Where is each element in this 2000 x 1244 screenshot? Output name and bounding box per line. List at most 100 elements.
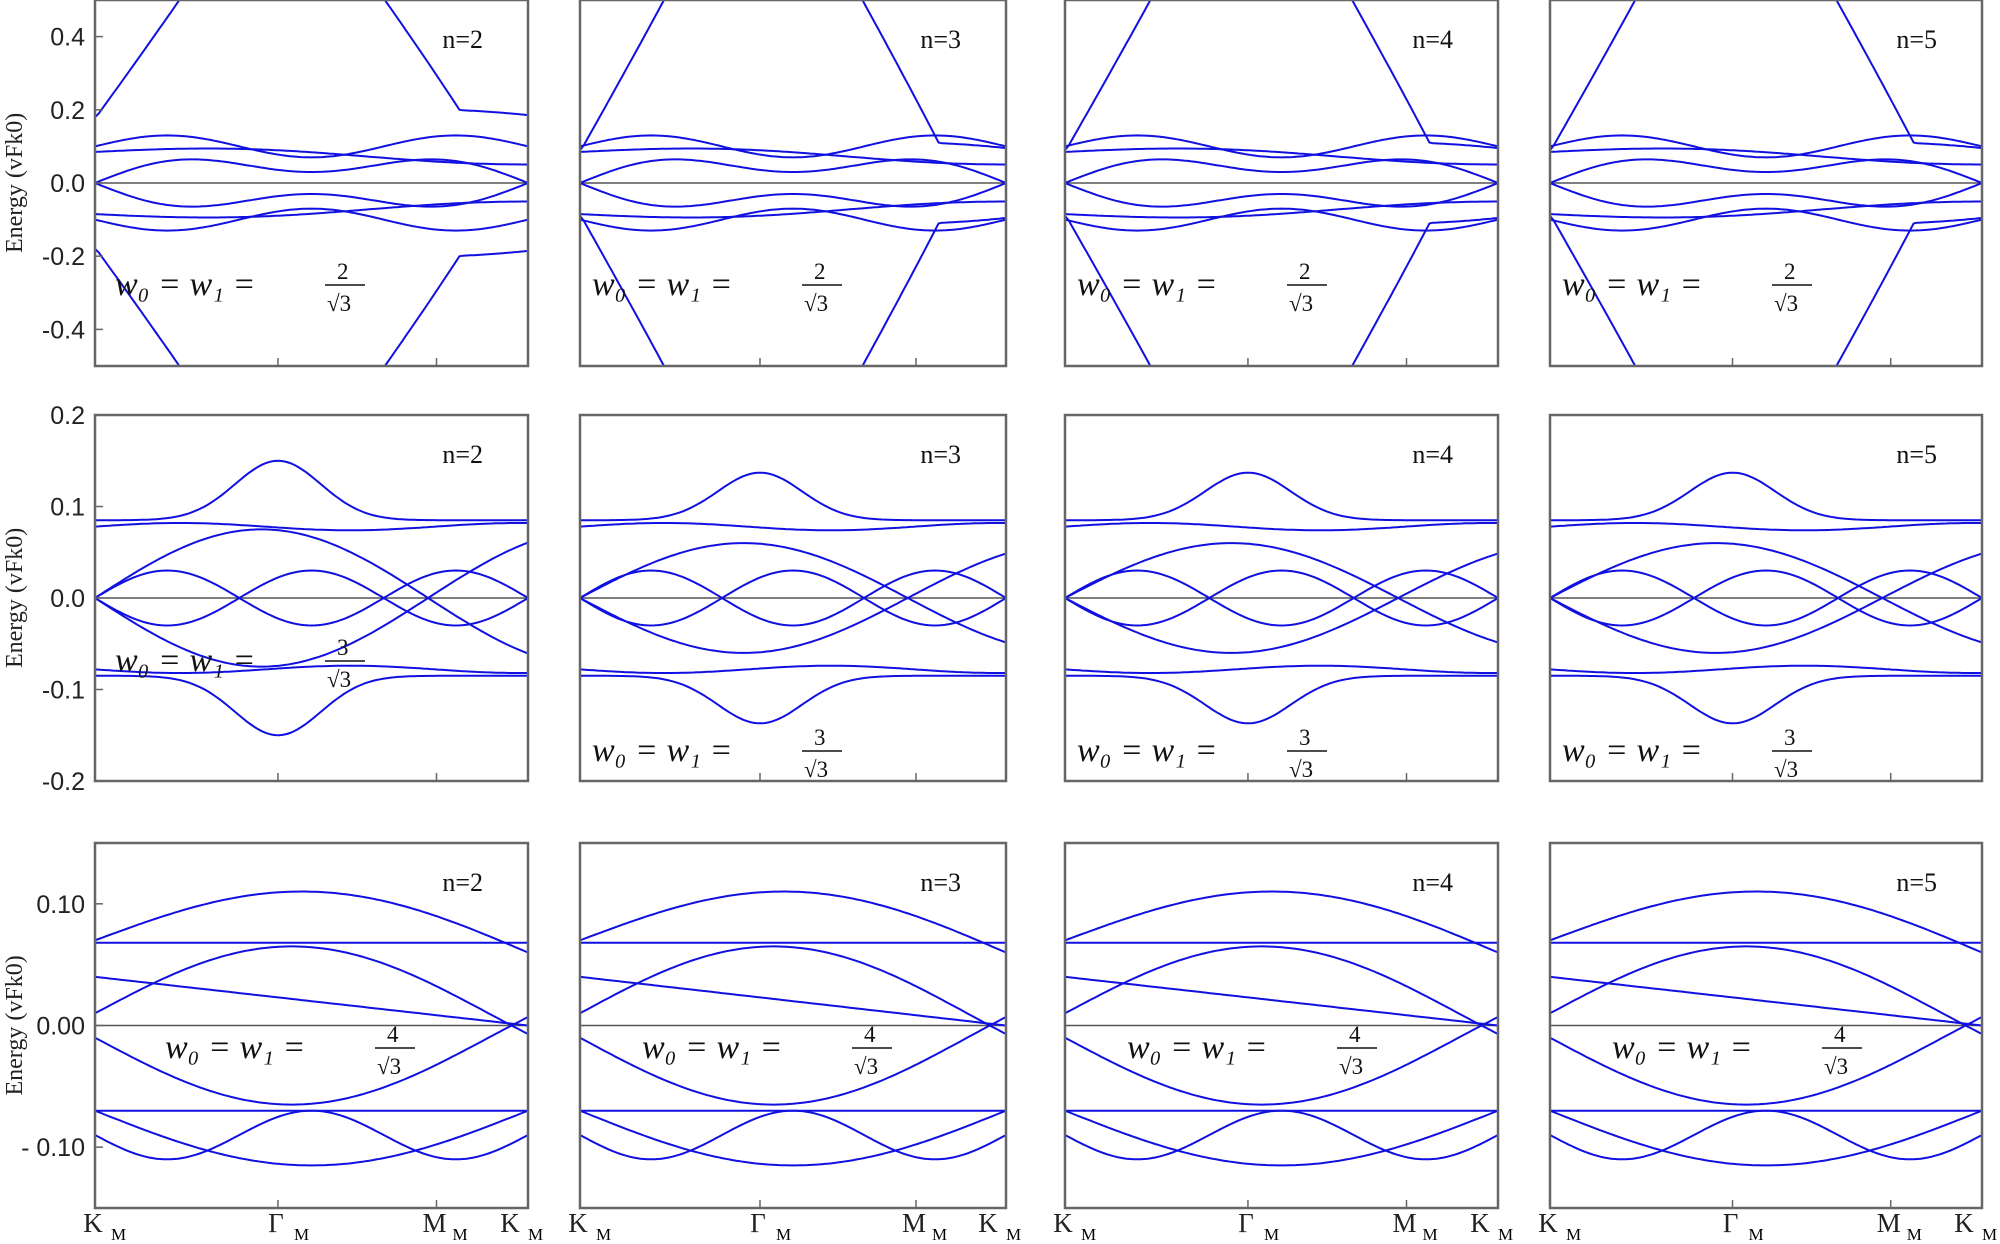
band-1	[95, 674, 528, 737]
y-axis-label: Energy (vFk0)	[2, 528, 28, 668]
band-6	[95, 200, 528, 219]
band-4	[1065, 1109, 1498, 1167]
coupling-denominator: √3	[1339, 1054, 1363, 1079]
x-tick-label: K	[500, 1208, 520, 1238]
coupling-numerator: 2	[1784, 259, 1796, 284]
x-tick-label: K	[978, 1208, 998, 1238]
coupling-numerator: 4	[387, 1022, 399, 1047]
coupling-label: w₀ = w₁ =	[1077, 732, 1217, 769]
band-6	[580, 1109, 1006, 1161]
y-tick-label: - 0.10	[21, 1134, 85, 1162]
panel-frame	[1063, 0, 1500, 368]
x-tick-label: M	[422, 1208, 446, 1238]
band-5	[1550, 552, 1982, 654]
band-0	[1550, 890, 1982, 954]
y-tick-label: 0.0	[50, 585, 85, 613]
y-axis-label: Energy (vFk0)	[2, 955, 28, 1095]
band-curves	[580, 890, 1006, 1167]
coupling-label: w₀ = w₁ =	[115, 266, 255, 303]
x-tick-label: Γ	[750, 1208, 766, 1238]
y-tick-label: 0.4	[50, 24, 85, 52]
x-tick-label: K	[1538, 1208, 1558, 1238]
band-3	[95, 664, 528, 674]
band-4	[580, 1109, 1006, 1167]
band-0	[580, 890, 1006, 954]
band-0	[1550, 471, 1982, 522]
band-5	[1550, 207, 1982, 232]
panel-r0-c0: n=2 0.4 0.2 0.0 -0.2 -0.4 Energy (vFk0) w₀ = w₁…	[2, 0, 530, 368]
coupling-numerator: 4	[864, 1022, 876, 1047]
x-tick-subscript: M	[528, 1225, 543, 1244]
x-tick-label: M	[1877, 1208, 1901, 1238]
x-tick-label: K	[568, 1208, 588, 1238]
coupling-denominator: √3	[804, 757, 828, 782]
band-3	[580, 664, 1006, 674]
x-tick-subscript: M	[596, 1225, 611, 1244]
band-3	[1065, 664, 1498, 674]
band-5	[95, 1016, 528, 1106]
coupling-label: w₀ = w₁ =	[1127, 1029, 1267, 1066]
band-7	[1550, 975, 1982, 1027]
band-2	[1550, 522, 1982, 532]
band-4	[1065, 158, 1498, 184]
panel-frame	[578, 841, 1008, 1210]
band-2	[580, 945, 1006, 1035]
coupling-label: w₀ = w₁ =	[1562, 266, 1702, 303]
coupling-denominator: √3	[327, 291, 351, 316]
band-5	[1065, 552, 1498, 654]
panel-frame	[1063, 841, 1500, 1210]
panel-frame	[1548, 413, 1984, 783]
band-7	[580, 569, 1006, 627]
band-5	[1065, 1016, 1498, 1106]
band-0	[1065, 471, 1498, 522]
x-tick-label: M	[902, 1208, 926, 1238]
panel-frame	[1548, 841, 1984, 1210]
band-5	[580, 207, 1006, 232]
y-tick-label: 0.00	[36, 1013, 85, 1041]
x-tick-subscript: M	[1081, 1225, 1096, 1244]
band-7	[95, 182, 528, 208]
band-1	[1065, 674, 1498, 725]
band-6	[1550, 1109, 1982, 1161]
band-6	[580, 200, 1006, 219]
band-5	[95, 207, 528, 232]
band-curves	[580, 0, 1006, 366]
y-tick-label: 0.10	[36, 891, 85, 919]
band-0	[95, 459, 528, 522]
coupling-numerator: 4	[1349, 1022, 1361, 1047]
coupling-numerator: 2	[814, 259, 826, 284]
band-0	[1065, 890, 1498, 954]
panel-annotation: n=3	[920, 25, 961, 54]
coupling-denominator: √3	[1289, 291, 1313, 316]
band-7	[1550, 182, 1982, 208]
x-tick-subscript: M	[932, 1225, 947, 1244]
coupling-label: w₀ = w₁ =	[642, 1029, 782, 1066]
band-4	[580, 158, 1006, 184]
band-7	[95, 569, 528, 627]
x-tick-subscript: M	[1566, 1225, 1581, 1244]
band-6	[95, 1109, 528, 1161]
panel-annotation: n=5	[1896, 25, 1937, 54]
coupling-numerator: 2	[1299, 259, 1311, 284]
x-tick-label: K	[83, 1208, 103, 1238]
panel-frame	[1063, 413, 1500, 783]
band-curves	[580, 471, 1006, 725]
band-6	[1065, 200, 1498, 219]
coupling-denominator: √3	[377, 1054, 401, 1079]
x-tick-label: K	[1954, 1208, 1974, 1238]
band-7	[1065, 569, 1498, 627]
band-6	[1550, 200, 1982, 219]
panel-r1-c2: n=4 w₀ = w₁ = 3 √3	[1063, 413, 1500, 783]
band-2	[95, 522, 528, 532]
panel-frame	[1548, 0, 1984, 368]
band-7	[1550, 569, 1982, 627]
band-2	[95, 945, 528, 1035]
band-2	[1065, 134, 1498, 159]
band-3	[1550, 664, 1982, 674]
band-2	[1550, 945, 1982, 1035]
x-tick-subscript: M	[111, 1225, 126, 1244]
band-5	[580, 552, 1006, 654]
band-7	[580, 182, 1006, 208]
band-6	[1065, 569, 1498, 627]
band-4	[95, 1109, 528, 1167]
